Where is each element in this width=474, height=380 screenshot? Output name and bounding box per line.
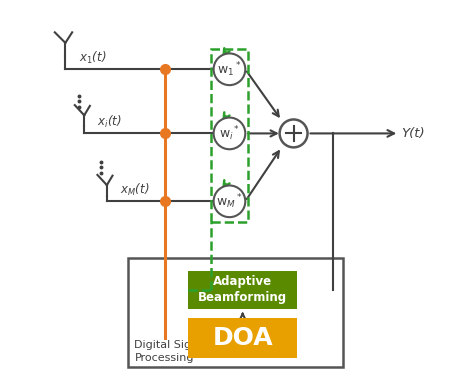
Text: x$_1$(t): x$_1$(t): [79, 49, 106, 65]
Circle shape: [280, 119, 308, 147]
Bar: [128, 258, 343, 367]
Circle shape: [214, 54, 246, 85]
Bar: [188, 271, 297, 309]
Circle shape: [214, 117, 246, 149]
Text: w$_M$$^*$: w$_M$$^*$: [216, 192, 243, 211]
Text: Y(t): Y(t): [401, 127, 425, 140]
Text: w$_1$$^*$: w$_1$$^*$: [217, 60, 242, 79]
Text: Digital Signal
Processing: Digital Signal Processing: [135, 340, 209, 363]
Text: w$_i$$^*$: w$_i$$^*$: [219, 124, 240, 143]
Text: Adaptive
Beamforming: Adaptive Beamforming: [198, 276, 287, 304]
Text: x$_i$(t): x$_i$(t): [98, 114, 122, 130]
Circle shape: [214, 185, 246, 217]
Text: DOA: DOA: [212, 326, 273, 350]
Text: x$_M$(t): x$_M$(t): [120, 181, 149, 198]
Bar: [210, 49, 248, 222]
Bar: [188, 318, 297, 358]
